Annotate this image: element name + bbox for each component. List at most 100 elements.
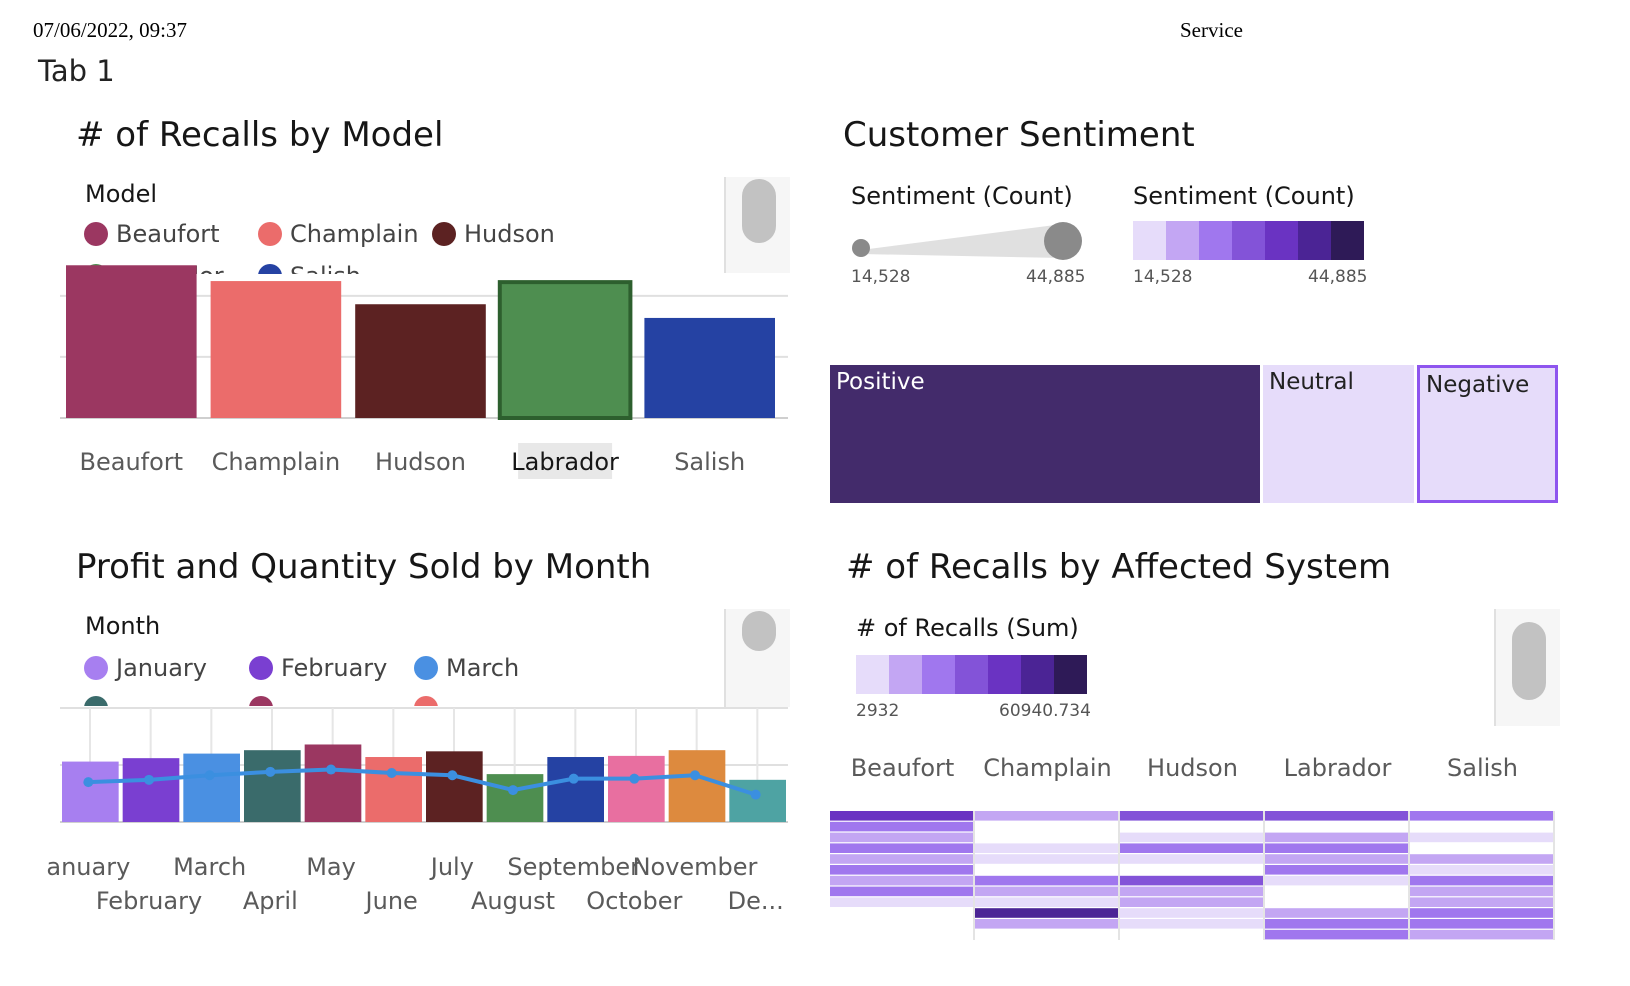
heatmap-cell [1265,832,1408,843]
recalls-sum-max-label: 60940.734 [999,701,1091,721]
column-label: Champlain [983,754,1112,782]
heatmap-cell [1120,897,1263,907]
heatmap-cell [830,919,973,929]
legend-item-champlain[interactable]: Champlain [258,220,419,248]
heatmap-cell [975,821,1118,832]
legend-item-april[interactable] [84,696,116,706]
bar-december [729,779,786,822]
sentiment-treemap: Positive Neutral Negative [830,365,1558,503]
legend-item-beaufort[interactable]: Beaufort [84,220,220,248]
model-legend-scrollbar[interactable] [724,177,790,273]
month-legend: January February March [84,652,724,706]
heatmap-cell [1410,886,1553,897]
scrollbar-thumb[interactable] [1512,622,1546,700]
line-point [690,770,700,781]
legend-item-march[interactable]: March [414,654,519,682]
heatmap-cell [830,832,973,843]
x-tick-label: Champlain [212,448,341,476]
legend-dot-salish [258,264,282,274]
legend-label: February [281,654,388,682]
x-tick-label: November [633,853,758,881]
treemap-tile-positive[interactable]: Positive [830,365,1263,503]
heatmap-cell [1265,811,1408,821]
line-point [629,773,640,784]
recalls-sum-legend-title: # of Recalls (Sum) [856,614,1079,642]
line-point [386,767,397,778]
color-ramp-step [1199,221,1232,260]
legend-dot-hudson [432,222,456,246]
column-label: Beaufort [851,754,955,782]
heatmap-cell [830,843,973,853]
bar-february [122,758,180,822]
line-point [326,764,336,775]
legend-label: Champlain [290,220,419,248]
month-legend-scrollbar[interactable] [724,609,790,707]
x-tick-label: De... [728,887,784,915]
color-ramp-step [1021,655,1054,694]
bar-may [304,744,362,822]
treemap-tile-neutral[interactable]: Neutral [1263,365,1417,503]
color-ramp-step [1054,655,1087,694]
bar-salish [644,317,775,418]
size-legend-min-label: 14,528 [851,267,911,287]
quantity-line [88,767,757,797]
legend-label: January [116,654,207,682]
bar-november [668,750,726,822]
legend-item-june[interactable] [414,696,446,706]
line-point [144,774,154,785]
legend-item-january[interactable]: January [84,654,207,682]
bar-january [62,761,119,822]
legend-item-salish[interactable]: Salish [258,262,361,274]
heatmap-cell [1410,908,1553,918]
legend-label: March [446,654,520,682]
bar-hudson [355,304,486,418]
legend-dot-january [84,656,108,680]
x-tick-label: June [364,887,418,915]
heatmap-cell [1120,886,1263,897]
color-legend-max-label: 44,885 [1308,267,1368,287]
legend-item-february[interactable]: February [249,654,387,682]
scrollbar-thumb[interactable] [742,611,776,651]
heatmap-cell [1410,832,1553,843]
heatmap-cell [1410,821,1553,832]
heatmap-cell [1265,875,1408,886]
treemap-tile-negative[interactable]: Negative [1417,365,1558,503]
heatmap-cell [975,897,1118,907]
bar-labrador [497,280,633,421]
line-point [508,785,518,796]
legend-item-may[interactable] [249,696,281,706]
color-ramp-step [1331,221,1364,260]
heatmap-cell [830,886,973,897]
heatmap-cell [830,875,973,886]
line-point [204,770,215,781]
heatmap-cell [830,811,973,821]
heatmap-cell [1265,919,1408,929]
scrollbar-thumb[interactable] [742,179,776,243]
recalls-sum-min-label: 2932 [856,701,900,721]
heatmap-cell [1265,897,1408,907]
color-ramp-step [955,655,988,694]
heatmap-cell [1120,843,1263,853]
heatmap-cell [830,821,973,832]
heatmap-cell [975,908,1118,918]
line-point [265,766,276,777]
legend-label: Salish [290,262,361,274]
x-tick-label: September [507,853,640,881]
x-tick-label: May [306,853,356,881]
column-label: Hudson [1147,754,1238,782]
size-legend-min-circle [852,239,870,257]
heatmap-cell [1410,919,1553,929]
color-ramp-step [856,655,889,694]
legend-dot-champlain [258,222,282,246]
legend-item-hudson[interactable]: Hudson [432,220,555,248]
system-legend-scrollbar[interactable] [1494,609,1560,726]
color-ramp-step [889,655,922,694]
x-tick-label: October [586,887,682,915]
legend-label: Beaufort [116,220,220,248]
x-tick-label: Beaufort [80,448,184,476]
color-legend-title: Sentiment (Count) [1133,182,1355,210]
heatmap-cell [1410,897,1553,907]
color-ramp-step [1166,221,1199,260]
heatmap-cell [1120,811,1263,821]
line-point [83,777,94,788]
